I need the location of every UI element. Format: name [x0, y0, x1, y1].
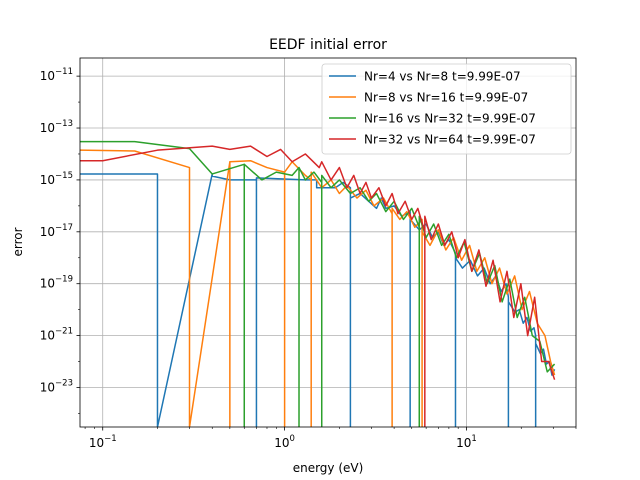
y-tick-label: 10−23 — [40, 378, 73, 394]
legend: Nr=4 vs Nr=8 t=9.99E-07 Nr=8 vs Nr=16 t=9… — [321, 63, 572, 155]
legend-label: Nr=4 vs Nr=8 t=9.99E-07 — [364, 70, 521, 84]
legend-label: Nr=16 vs Nr=32 t=9.99E-07 — [364, 112, 536, 126]
x-tick-label: 100 — [274, 434, 295, 450]
legend-label: Nr=32 vs Nr=64 t=9.99E-07 — [364, 133, 536, 147]
y-tick-label: 10−17 — [40, 223, 73, 239]
legend-label: Nr=8 vs Nr=16 t=9.99E-07 — [364, 91, 528, 105]
x-tick-label: 101 — [456, 434, 477, 450]
series-layer — [80, 140, 556, 427]
y-tick-label: 10−15 — [40, 171, 73, 187]
series-line-4 — [80, 145, 556, 427]
y-axis-label: error — [11, 227, 25, 256]
axis-ticks: 10−1 100 101 10−23 10−21 10−19 10−17 10−15 10−13… — [40, 67, 577, 450]
plot-frame — [79, 57, 577, 428]
x-tick-label: 10−1 — [89, 434, 117, 450]
y-tick-label: 10−21 — [40, 327, 73, 343]
chart-title: EEDF initial error — [269, 37, 387, 53]
y-tick-label: 10−13 — [40, 119, 73, 135]
series-line-3 — [80, 140, 556, 427]
legend-box — [321, 63, 572, 155]
y-tick-label: 10−19 — [40, 275, 73, 291]
x-axis-label: energy (eV) — [293, 461, 364, 475]
y-tick-label: 10−11 — [40, 67, 73, 83]
